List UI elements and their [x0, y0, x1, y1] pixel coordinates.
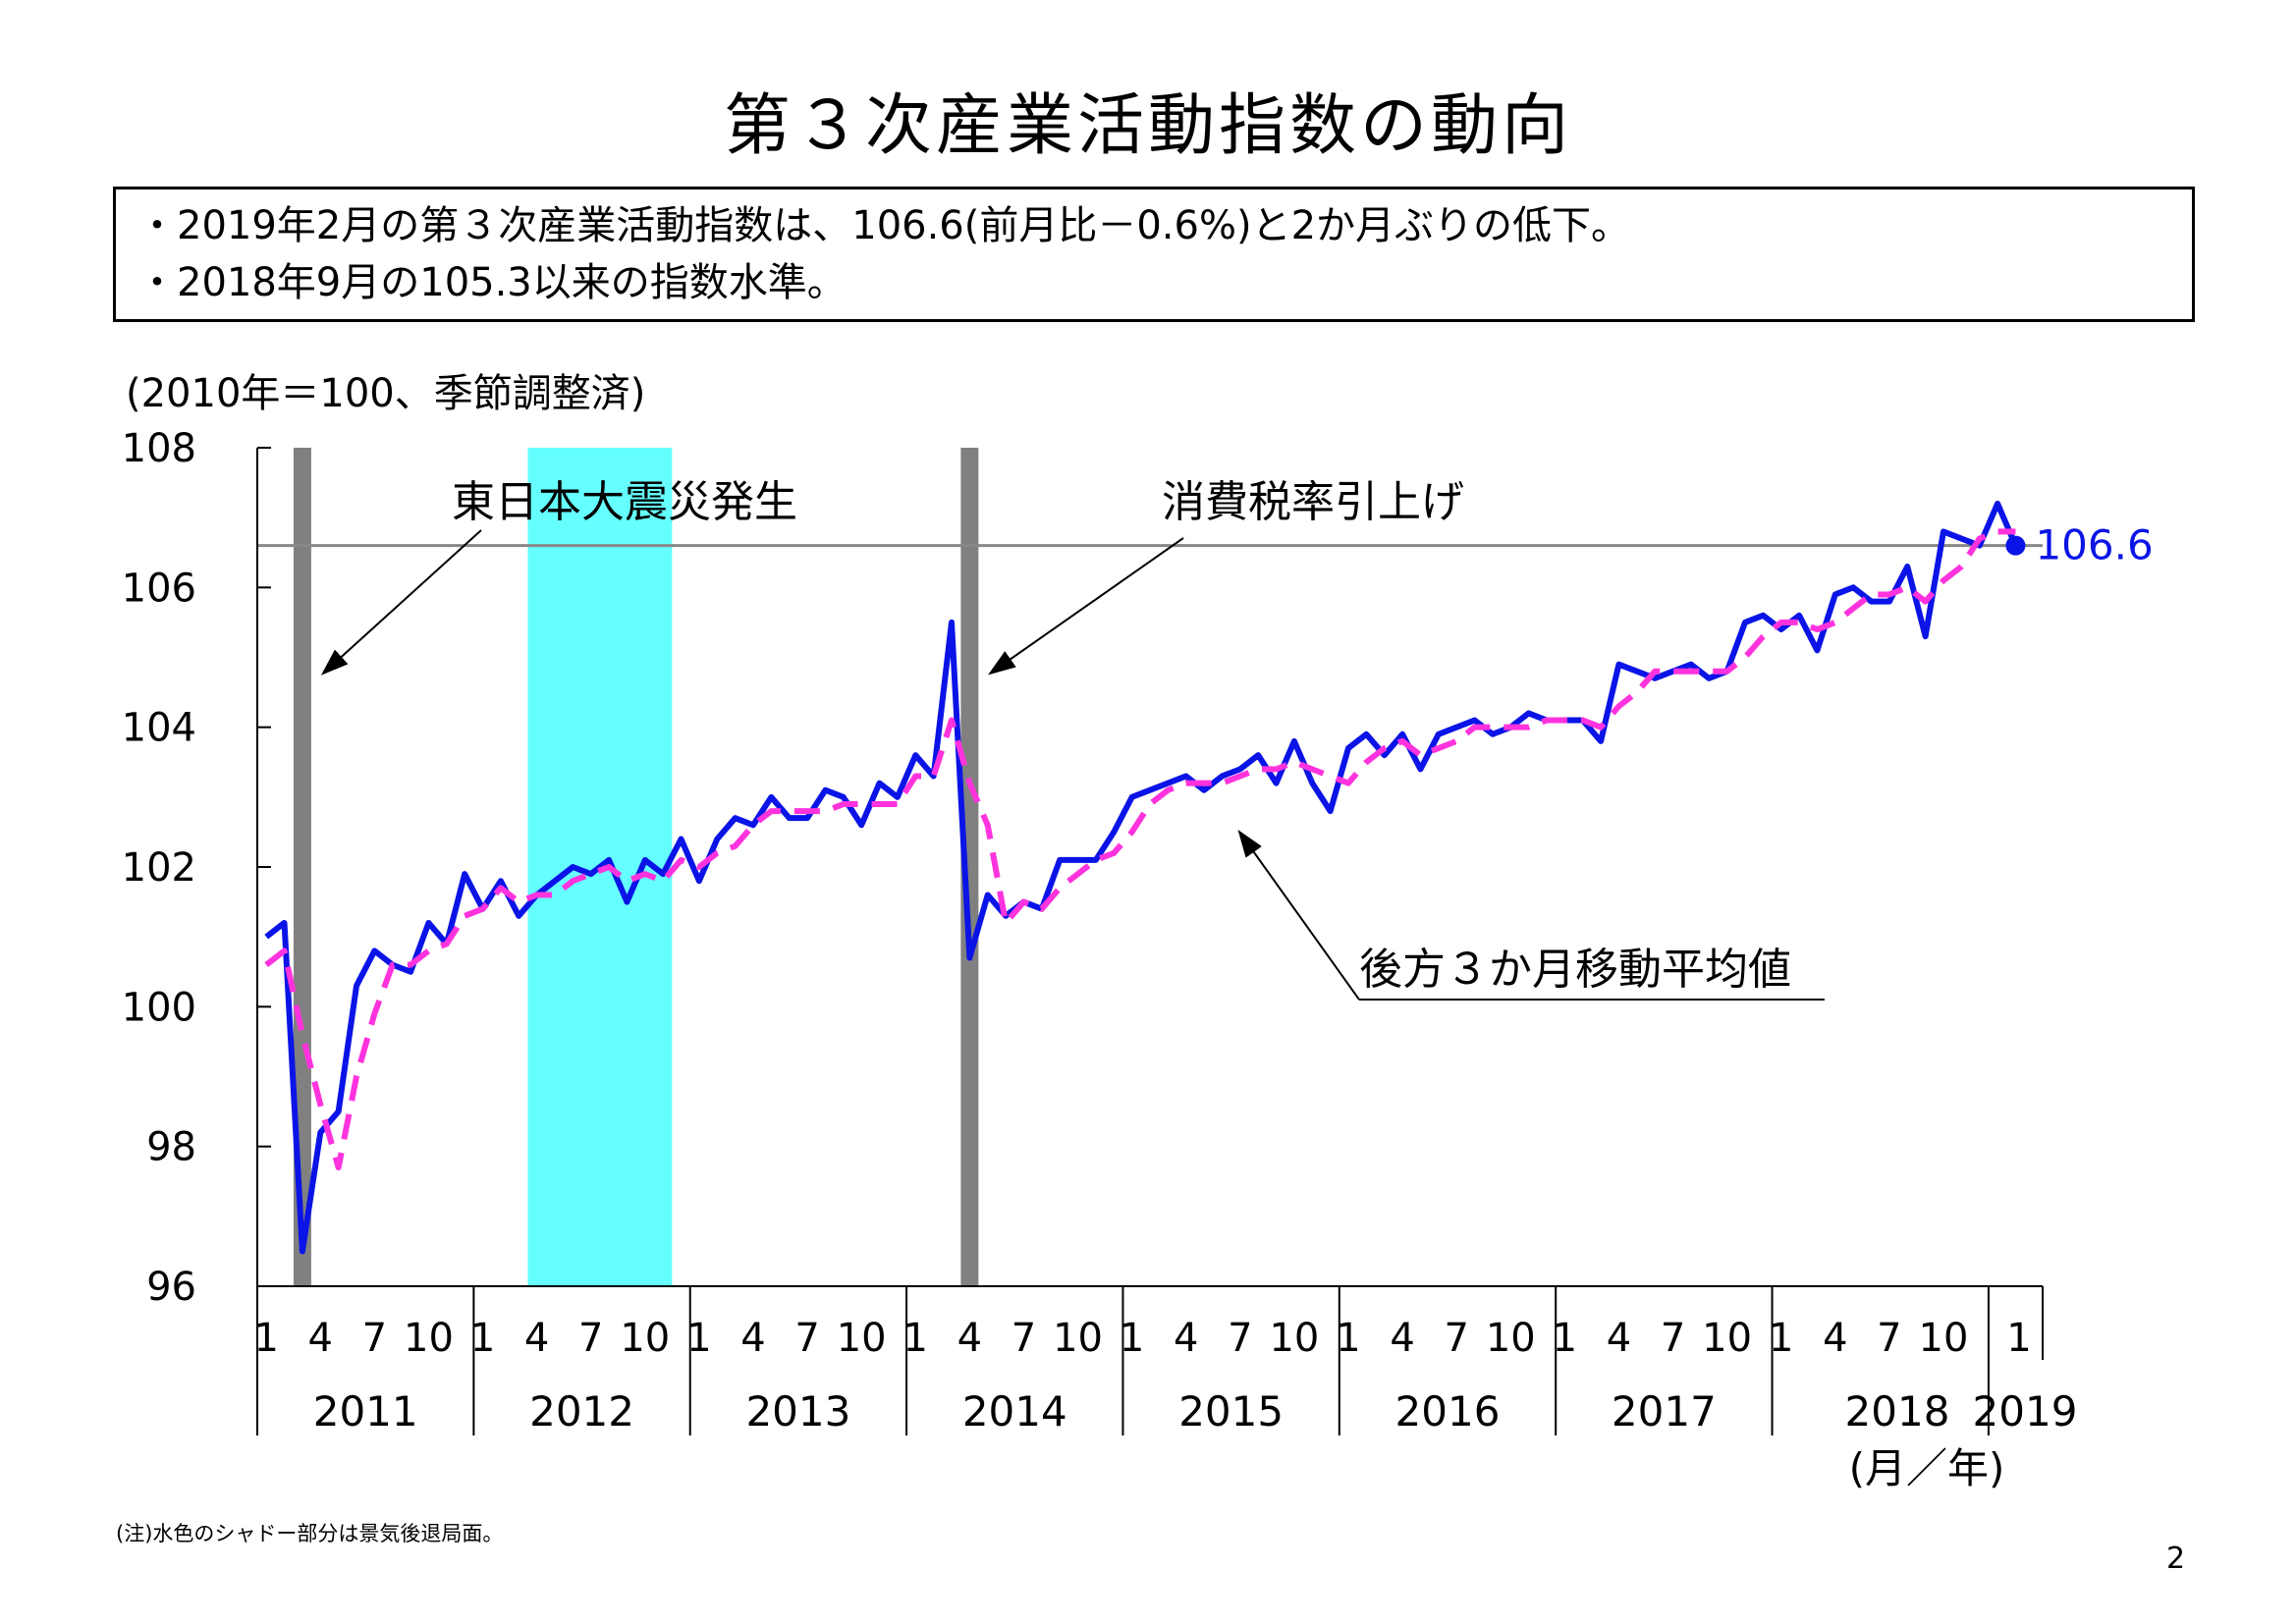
month-tick-label: 7	[362, 1316, 387, 1361]
month-tick-label: 10	[1919, 1316, 1969, 1361]
y-tick-label: 100	[122, 985, 196, 1030]
latest-point-marker	[2005, 535, 2026, 556]
month-tick-label: 1	[1120, 1316, 1144, 1361]
month-tick-label: 1	[903, 1316, 928, 1361]
month-tick-label: 1	[1336, 1316, 1360, 1361]
month-tick-label: 10	[1702, 1316, 1752, 1361]
annotation-arrow	[988, 537, 1184, 676]
annotation-arrow	[1237, 830, 1360, 1001]
month-tick-label: 4	[1174, 1316, 1198, 1361]
event-bar	[960, 448, 979, 1286]
month-tick-label: 10	[1486, 1316, 1536, 1361]
month-tick-label: 1	[470, 1316, 495, 1361]
month-tick-label: 4	[524, 1316, 549, 1361]
month-tick-label: 4	[957, 1316, 982, 1361]
month-tick-label: 7	[578, 1316, 603, 1361]
month-tick-label: 10	[1269, 1316, 1319, 1361]
summary-box: ・2019年2月の第３次産業活動指数は、106.6(前月比－0.6%)と2か月ぶ…	[113, 187, 2195, 322]
page-number: 2	[2166, 1542, 2186, 1576]
y-tick-label: 104	[122, 706, 196, 751]
month-tick-label: 7	[794, 1316, 819, 1361]
month-tick-label: 10	[404, 1316, 454, 1361]
month-tick-label: 7	[1877, 1316, 1901, 1361]
month-tick-label: 4	[308, 1316, 333, 1361]
month-tick-label: 4	[740, 1316, 765, 1361]
event-bar	[293, 448, 311, 1286]
month-tick-label: 10	[1053, 1316, 1103, 1361]
month-tick-label: 10	[837, 1316, 887, 1361]
page-title: 第３次産業活動指数の動向	[723, 87, 1572, 165]
y-tick-label: 106	[122, 566, 196, 611]
y-tick-label: 102	[122, 845, 196, 891]
month-tick-label: 7	[1011, 1316, 1036, 1361]
y-tick-label: 108	[122, 426, 196, 471]
summary-line-1: ・2019年2月の第３次産業活動指数は、106.6(前月比－0.6%)と2か月ぶ…	[137, 203, 1631, 248]
month-tick-label: 1	[253, 1316, 278, 1361]
summary-line-2: ・2018年9月の105.3以来の指数水準。	[137, 260, 847, 305]
month-tick-label: 10	[620, 1316, 670, 1361]
month-tick-label: 4	[1607, 1316, 1631, 1361]
year-label: 2017	[1612, 1387, 1717, 1435]
annotation-label: 消費税率引上げ	[1162, 477, 1464, 527]
unit-note: (2010年＝100、季節調整済)	[126, 371, 646, 416]
latest-value-label: 106.6	[2035, 521, 2153, 569]
month-tick-label: 1	[686, 1316, 711, 1361]
month-tick-label: 7	[1228, 1316, 1252, 1361]
year-label: 2012	[529, 1387, 634, 1435]
month-tick-label: 1	[2006, 1316, 2031, 1361]
x-unit-label: (月／年)	[1849, 1444, 2005, 1492]
footnote: (注)水色のシャドー部分は景気後退局面。	[116, 1522, 504, 1545]
y-tick-label: 98	[146, 1125, 196, 1170]
year-label: 2013	[745, 1387, 850, 1435]
annotation-label: 東日本大震災発生	[452, 477, 797, 527]
month-tick-label: 4	[1390, 1316, 1414, 1361]
annotation-arrow	[320, 529, 482, 676]
month-tick-label: 7	[1444, 1316, 1468, 1361]
month-tick-label: 1	[1769, 1316, 1793, 1361]
year-label: 2015	[1178, 1387, 1284, 1435]
y-tick-label: 96	[146, 1265, 196, 1310]
year-label: 2019	[1973, 1387, 2078, 1435]
annotation-label: 後方３か月移動平均値	[1359, 945, 1791, 995]
month-tick-label: 7	[1661, 1316, 1685, 1361]
year-label: 2016	[1395, 1387, 1501, 1435]
month-tick-label: 1	[1553, 1316, 1577, 1361]
year-label: 2014	[962, 1387, 1067, 1435]
year-label: 2011	[313, 1387, 418, 1435]
moving-average-line	[264, 528, 2016, 1171]
year-label: 2018	[1845, 1387, 1950, 1435]
month-tick-label: 4	[1823, 1316, 1847, 1361]
